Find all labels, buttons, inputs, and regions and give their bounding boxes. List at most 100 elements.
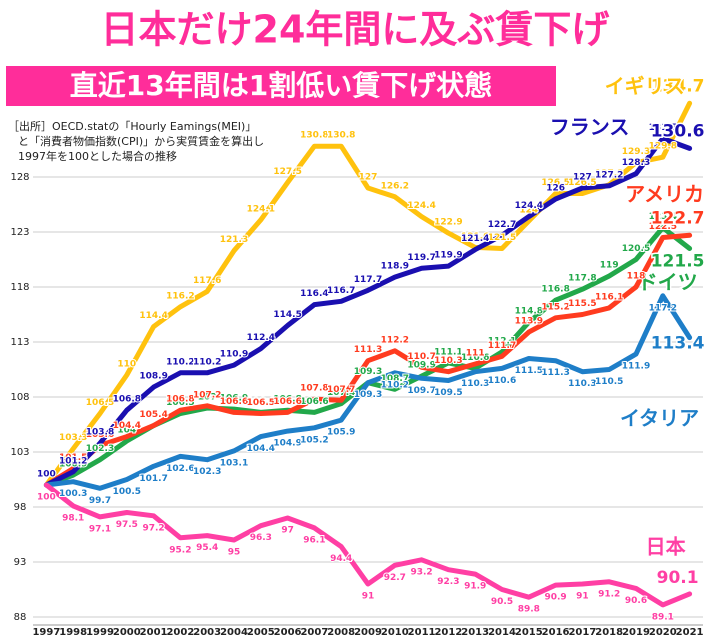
data-label: 114.4 (139, 311, 167, 321)
data-label: 110.6 (488, 376, 516, 386)
data-label: 127.3 (595, 169, 623, 179)
data-label: 100.5 (113, 487, 141, 497)
data-label: 93.2 (410, 567, 432, 577)
chart-subtitle: 直近13年間は1割低い賃下げ状態 (70, 69, 492, 102)
data-label: 106.8 (273, 395, 301, 405)
data-label: 127.2 (595, 170, 623, 180)
data-label: 116.7 (327, 286, 355, 296)
data-label: 105.4 (139, 410, 167, 420)
data-label: 89.8 (518, 605, 540, 615)
data-label: 102.3 (86, 444, 114, 454)
x-tick-label: 2000 (113, 627, 141, 638)
x-tick-label: 2001 (140, 627, 168, 638)
data-label: 112.4 (247, 333, 275, 343)
series-line (43, 293, 693, 491)
data-label: 97.5 (116, 520, 138, 530)
data-label: 101.2 (59, 456, 87, 466)
data-label: 90.5 (491, 597, 513, 607)
data-label: 91.2 (598, 589, 620, 599)
x-tick-label: 2008 (327, 627, 355, 638)
data-label: 107.2 (193, 390, 221, 400)
data-label: 121.6 (461, 232, 489, 242)
data-label: 115.2 (541, 302, 569, 312)
data-label: 104 (117, 426, 136, 436)
data-label: 110 (117, 360, 136, 370)
data-label: 106.5 (247, 398, 275, 408)
data-label: 111.3 (541, 368, 569, 378)
data-label: 124 (519, 206, 538, 216)
data-label: 108.9 (139, 372, 167, 382)
x-tick-label: 2020 (649, 627, 677, 638)
data-label: 126.5 (568, 178, 596, 188)
data-label: 106.5 (166, 398, 194, 408)
data-label: 126.2 (381, 181, 409, 191)
data-label: 110.6 (461, 353, 489, 363)
data-label: 110.2 (166, 357, 194, 367)
data-label: 95 (228, 548, 241, 558)
series-line (43, 100, 693, 488)
data-label: 117.7 (354, 275, 382, 285)
data-label: 107 (198, 393, 217, 403)
data-label: 111.3 (354, 345, 382, 355)
x-tick-label: 2017 (568, 627, 596, 638)
data-label: 104.9 (273, 439, 301, 449)
data-label: 105.4 (139, 410, 167, 420)
data-label: 127 (359, 173, 378, 183)
data-label: 117.2 (649, 303, 677, 313)
data-label: 116.4 (300, 289, 328, 299)
data-label: 98.1 (62, 513, 84, 523)
series-name: イタリア (620, 406, 699, 430)
series-line (43, 232, 693, 488)
data-label: 106.6 (220, 397, 248, 407)
series-name: フランス (550, 115, 630, 139)
data-label: 111.9 (622, 362, 650, 372)
series-line (43, 136, 693, 488)
data-label: 134.7 (651, 76, 705, 96)
x-tick-label: 2004 (220, 627, 248, 638)
data-label: 110.5 (595, 377, 623, 387)
y-tick-label: 103 (10, 447, 29, 458)
source-note: と「消費者物価指数(CPI)」から実質賃金を算出し (18, 134, 264, 148)
series-name: アメリカ (625, 182, 704, 206)
data-label: 110.9 (220, 350, 248, 360)
data-label: 109.7 (407, 386, 435, 396)
data-label: 102.6 (166, 464, 194, 474)
y-tick-label: 123 (10, 227, 29, 238)
data-label: 96.3 (250, 533, 272, 543)
data-label: 106.8 (113, 395, 141, 405)
data-label: 102.3 (193, 467, 221, 477)
x-tick-label: 2006 (274, 627, 302, 638)
data-label: 124.1 (247, 204, 275, 214)
data-label: 113.4 (651, 334, 705, 354)
data-label: 104.4 (247, 444, 275, 454)
data-label: 110.3 (568, 379, 596, 389)
data-label: 130.6 (651, 121, 705, 141)
data-label: 126 (546, 184, 565, 194)
data-label: 126.5 (541, 178, 569, 188)
data-label: 118 (627, 272, 646, 282)
y-tick-label: 88 (14, 612, 27, 623)
source-note: ［出所］OECD.statの「Hourly Eamings(MEI)」 (8, 119, 256, 133)
x-tick-label: 1998 (59, 627, 87, 638)
data-label: 109.9 (407, 361, 435, 371)
data-label: 103.6 (86, 430, 114, 440)
data-label: 109.3 (354, 390, 382, 400)
data-label: 103.8 (86, 428, 114, 438)
x-tick-label: 2011 (408, 627, 436, 638)
data-label: 121.3 (220, 235, 248, 245)
data-label: 111.5 (515, 366, 543, 376)
data-label: 120.5 (622, 244, 650, 254)
x-tick-label: 2010 (381, 627, 409, 638)
data-label: 119 (600, 261, 619, 271)
x-tick-label: 2012 (434, 627, 462, 638)
data-label: 117.8 (568, 274, 596, 284)
data-label: 107.4 (327, 388, 355, 398)
y-tick-label: 93 (14, 557, 27, 568)
data-label: 100.9 (59, 460, 87, 470)
x-tick-label: 2013 (461, 627, 489, 638)
data-label: 100 (37, 470, 56, 480)
data-label: 117.6 (193, 276, 221, 286)
data-label: 124.4 (515, 201, 543, 211)
data-label: 121.5 (488, 233, 516, 243)
